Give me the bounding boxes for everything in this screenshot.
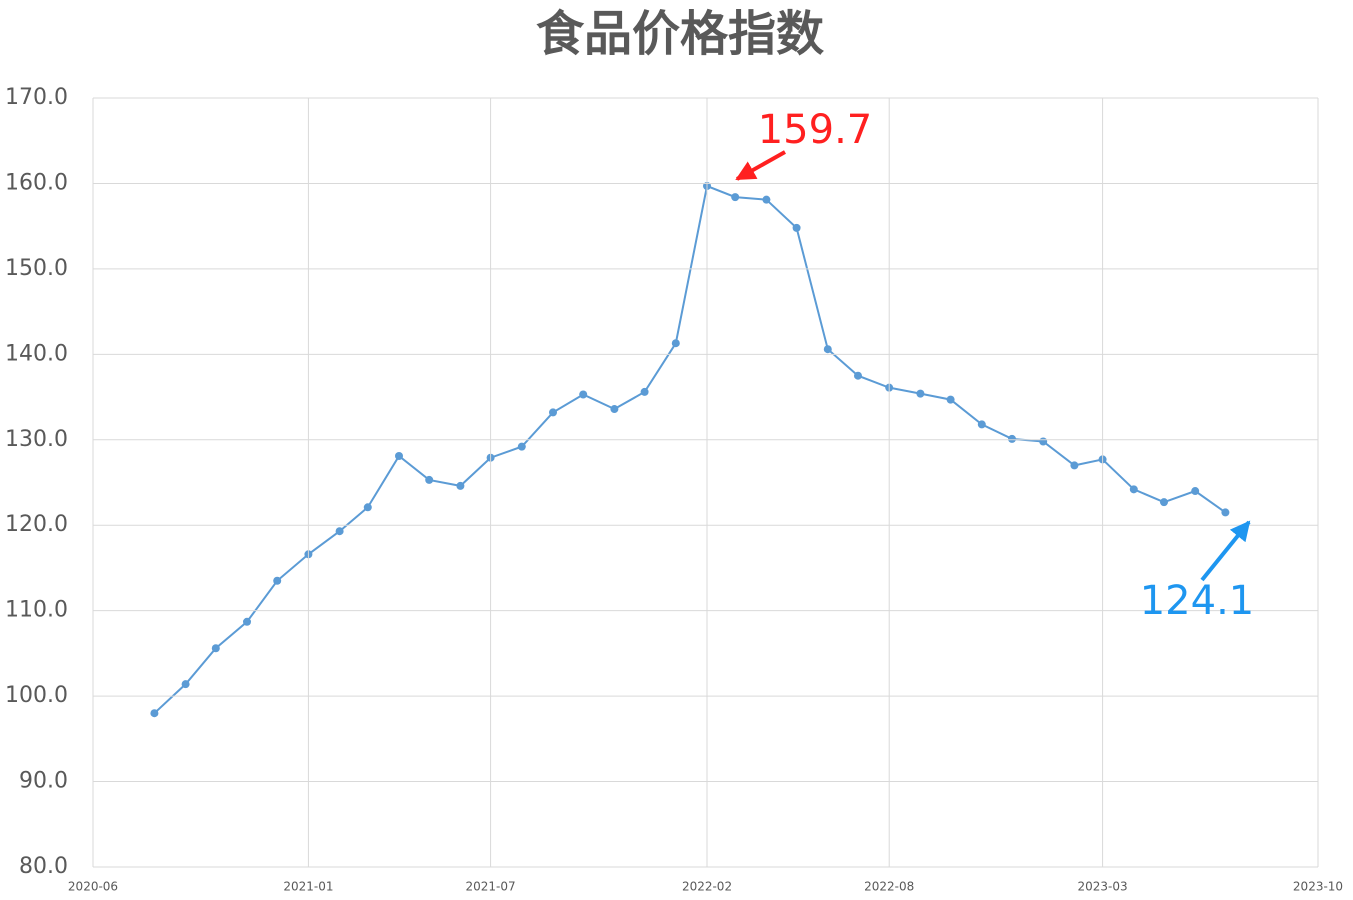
y-tick-label: 100.0 <box>5 683 68 708</box>
data-point <box>1129 485 1138 494</box>
annotation: 124.1 <box>1140 578 1255 624</box>
data-point <box>335 527 344 536</box>
chart-title: 食品价格指数 <box>536 6 824 62</box>
data-line <box>153 184 1226 714</box>
y-tick-label: 110.0 <box>5 598 68 623</box>
data-point <box>1191 487 1200 496</box>
x-tick-label: 2023-10 <box>1293 880 1343 894</box>
y-tick-label: 160.0 <box>5 170 68 195</box>
data-point <box>762 195 771 204</box>
x-tick-label: 2020-06 <box>68 880 118 894</box>
data-point <box>150 709 159 718</box>
y-tick-label: 150.0 <box>5 256 68 281</box>
x-tick-label: 2021-01 <box>283 880 333 894</box>
data-point <box>1008 434 1017 443</box>
data-point <box>610 405 619 414</box>
y-tick-label: 90.0 <box>19 769 68 794</box>
data-point <box>1070 461 1079 470</box>
data-point <box>243 617 252 626</box>
data-point <box>946 395 955 404</box>
data-point <box>579 390 588 399</box>
data-point <box>394 452 403 461</box>
y-tick-label: 120.0 <box>5 512 68 537</box>
data-point <box>731 193 740 202</box>
x-tick-label: 2022-08 <box>864 880 914 894</box>
data-point <box>363 503 372 512</box>
y-tick-label: 80.0 <box>19 854 68 879</box>
data-point <box>273 576 282 585</box>
x-tick-label: 2021-07 <box>466 880 516 894</box>
data-point <box>181 680 190 689</box>
data-point <box>977 420 986 429</box>
data-point <box>640 387 649 396</box>
data-point <box>792 223 801 232</box>
data-point <box>1159 498 1168 507</box>
data-point <box>853 371 862 380</box>
data-point <box>456 481 465 490</box>
data-point <box>425 475 434 484</box>
y-tick-label: 130.0 <box>5 427 68 452</box>
annotation-arrow <box>735 150 786 181</box>
data-point <box>823 345 832 354</box>
y-tick-label: 170.0 <box>5 85 68 110</box>
data-point <box>211 644 220 653</box>
x-tick-label: 2022-02 <box>682 880 732 894</box>
data-point <box>671 339 680 348</box>
y-tick-label: 140.0 <box>5 341 68 366</box>
data-point <box>517 442 526 451</box>
data-point <box>916 389 925 398</box>
annotation: 159.7 <box>758 107 873 153</box>
x-tick-label: 2023-03 <box>1078 880 1128 894</box>
data-point <box>549 408 558 417</box>
data-point <box>1221 508 1230 517</box>
annotation-arrow <box>1200 520 1251 582</box>
data-point <box>1039 437 1048 446</box>
